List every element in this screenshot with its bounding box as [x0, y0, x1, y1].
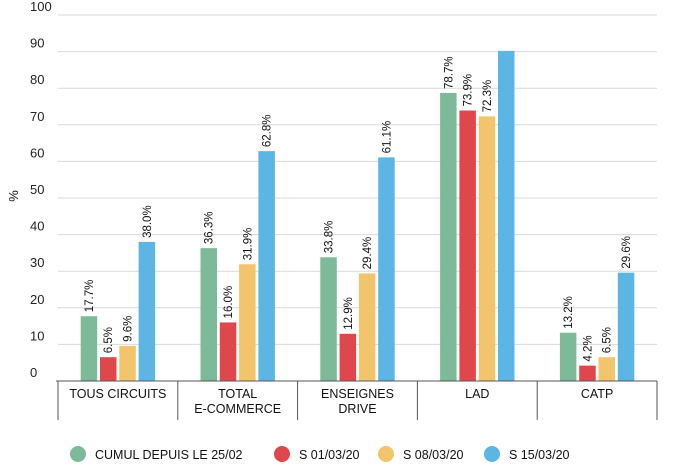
- bar: [258, 151, 275, 381]
- y-axis-ticks: 0 10 20 30 40 50 60 70 80 90 100: [30, 0, 52, 380]
- value-label: 36.3%: [204, 212, 216, 245]
- legend-swatch: [274, 446, 290, 462]
- bar: [138, 241, 156, 381]
- value-label: 29.4%: [362, 237, 374, 270]
- value-label: 12.9%: [343, 297, 355, 330]
- value-label: 78.7%: [443, 56, 455, 89]
- bar: [378, 157, 395, 381]
- bar: [478, 116, 496, 381]
- value-labels: 17.7% 36.3% 33.8% 78.7% 13.2% 6.5% 16.0% 12.9% 7…: [84, 56, 633, 361]
- value-label: 29.6%: [621, 236, 633, 269]
- y-tick-label: 90: [30, 36, 44, 51]
- bar: [339, 333, 357, 381]
- bar: [440, 92, 457, 381]
- legend-label: S 15/03/20: [509, 448, 570, 462]
- y-tick-label: 50: [30, 182, 44, 197]
- bar: [320, 257, 337, 381]
- bar: [598, 357, 615, 381]
- value-label: 72.3%: [482, 80, 494, 113]
- category-label: E-COMMERCE: [194, 402, 281, 416]
- bar: [498, 50, 515, 381]
- y-tick-label: 20: [30, 292, 44, 307]
- category-label: TOTAL: [218, 387, 257, 401]
- bar: [358, 273, 376, 381]
- gridlines: [58, 14, 657, 345]
- value-label: 17.7%: [84, 280, 96, 313]
- y-tick-label: 10: [30, 328, 44, 343]
- legend-label: S 01/03/20: [299, 448, 360, 462]
- value-label: 13.2%: [563, 296, 575, 329]
- y-tick-label: 0: [30, 365, 37, 380]
- bar: [100, 357, 117, 381]
- value-label: 38.0%: [142, 205, 154, 238]
- legend-label: CUMUL DEPUIS LE 25/02: [95, 448, 243, 462]
- y-tick-label: 80: [30, 72, 44, 87]
- y-tick-label: 40: [30, 219, 44, 234]
- y-tick-label: 30: [30, 255, 44, 270]
- value-label: 61.1%: [381, 121, 393, 154]
- bar: [119, 345, 136, 381]
- category-label: TOUS CIRCUITS: [69, 387, 166, 401]
- y-axis-label: %: [6, 190, 21, 202]
- value-label: 33.8%: [324, 221, 336, 254]
- category-label: LAD: [465, 387, 489, 401]
- value-label: 73.9%: [463, 74, 475, 107]
- category-label: ENSEIGNES: [321, 387, 394, 401]
- y-tick-label: 70: [30, 109, 44, 124]
- value-label: 62.8%: [262, 115, 274, 148]
- bar: [200, 248, 217, 381]
- legend-swatch: [484, 446, 500, 462]
- bar: [239, 264, 256, 381]
- category-label: DRIVE: [338, 402, 376, 416]
- legend-label: S 08/03/20: [403, 448, 464, 462]
- legend-swatch: [378, 446, 394, 462]
- bars: [80, 50, 635, 381]
- y-tick-label: 100: [30, 0, 52, 14]
- bar: [459, 110, 476, 381]
- bar: [579, 365, 596, 381]
- bar: [219, 322, 237, 381]
- value-label: 16.0%: [223, 286, 235, 319]
- legend: CUMUL DEPUIS LE 25/02 S 01/03/20 S 08/03/2…: [70, 446, 570, 462]
- y-tick-label: 60: [30, 145, 44, 160]
- bar: [80, 316, 98, 381]
- legend-swatch: [70, 446, 86, 462]
- bar: [559, 332, 577, 381]
- value-label: 9.6%: [123, 316, 135, 342]
- bar: [617, 272, 635, 381]
- value-label: 6.5%: [602, 327, 614, 353]
- value-label: 6.5%: [103, 327, 115, 353]
- category-label: CATP: [581, 387, 613, 401]
- value-label: 4.2%: [582, 335, 594, 361]
- value-label: 31.9%: [242, 228, 254, 261]
